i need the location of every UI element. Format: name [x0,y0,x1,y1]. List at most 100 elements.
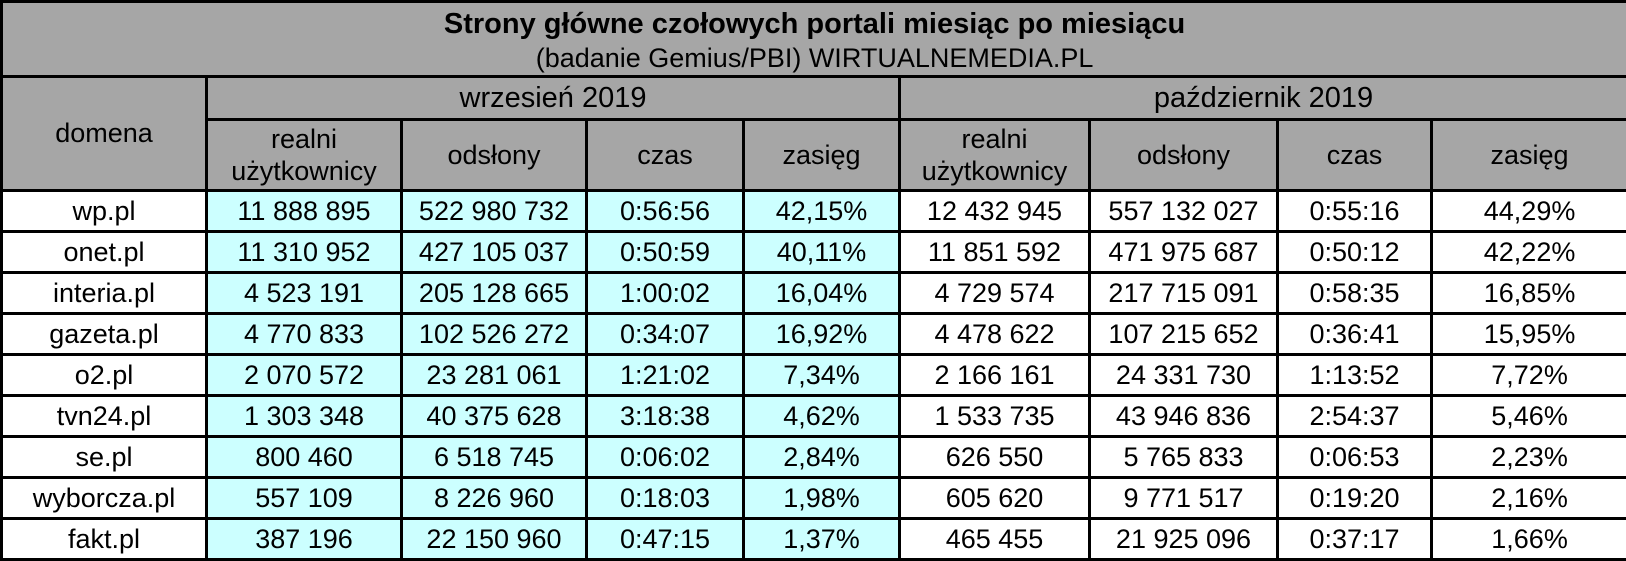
column-header-domena: domena [2,77,207,191]
value-cell-wrzesien: 40,11% [744,232,900,273]
domain-cell: tvn24.pl [2,396,207,437]
value-cell-wrzesien: 23 281 061 [402,355,587,396]
title-row: Strony główne czołowych portali miesiąc … [2,2,1626,77]
column-header-realni-uzytkownicy-wrzesien: realni użytkownicy [207,120,402,191]
column-header-realni-uzytkownicy-pazdziernik: realni użytkownicy [900,120,1090,191]
value-cell-pazdziernik: 605 620 [900,478,1090,519]
value-cell-pazdziernik: 0:50:12 [1278,232,1432,273]
domain-cell: se.pl [2,437,207,478]
value-cell-wrzesien: 8 226 960 [402,478,587,519]
column-header-czas-pazdziernik: czas [1278,120,1432,191]
value-cell-pazdziernik: 107 215 652 [1090,314,1278,355]
value-cell-wrzesien: 4,62% [744,396,900,437]
value-cell-pazdziernik: 5,46% [1432,396,1626,437]
value-cell-pazdziernik: 9 771 517 [1090,478,1278,519]
value-cell-wrzesien: 7,34% [744,355,900,396]
domain-cell: interia.pl [2,273,207,314]
value-cell-wrzesien: 2 070 572 [207,355,402,396]
value-cell-wrzesien: 1:00:02 [587,273,744,314]
value-cell-wrzesien: 1 303 348 [207,396,402,437]
value-cell-wrzesien: 22 150 960 [402,519,587,560]
domain-cell: gazeta.pl [2,314,207,355]
value-cell-pazdziernik: 44,29% [1432,191,1626,232]
value-cell-pazdziernik: 4 478 622 [900,314,1090,355]
column-header-zasieg-wrzesien: zasięg [744,120,900,191]
value-cell-wrzesien: 16,04% [744,273,900,314]
value-cell-wrzesien: 2,84% [744,437,900,478]
value-cell-wrzesien: 0:56:56 [587,191,744,232]
value-cell-pazdziernik: 4 729 574 [900,273,1090,314]
value-cell-wrzesien: 1,37% [744,519,900,560]
value-cell-wrzesien: 1:21:02 [587,355,744,396]
value-cell-pazdziernik: 12 432 945 [900,191,1090,232]
column-header-odslony-pazdziernik: odsłony [1090,120,1278,191]
value-cell-pazdziernik: 0:19:20 [1278,478,1432,519]
value-cell-wrzesien: 102 526 272 [402,314,587,355]
value-cell-pazdziernik: 217 715 091 [1090,273,1278,314]
domain-cell: onet.pl [2,232,207,273]
value-cell-wrzesien: 522 980 732 [402,191,587,232]
column-header-czas-wrzesien: czas [587,120,744,191]
domain-cell: o2.pl [2,355,207,396]
value-cell-wrzesien: 1,98% [744,478,900,519]
value-cell-pazdziernik: 626 550 [900,437,1090,478]
domain-cell: wyborcza.pl [2,478,207,519]
value-cell-wrzesien: 557 109 [207,478,402,519]
value-cell-wrzesien: 11 310 952 [207,232,402,273]
value-cell-pazdziernik: 15,95% [1432,314,1626,355]
column-header-odslony-wrzesien: odsłony [402,120,587,191]
value-cell-wrzesien: 42,15% [744,191,900,232]
value-cell-pazdziernik: 1:13:52 [1278,355,1432,396]
value-cell-wrzesien: 427 105 037 [402,232,587,273]
value-cell-wrzesien: 0:18:03 [587,478,744,519]
value-cell-pazdziernik: 16,85% [1432,273,1626,314]
value-cell-pazdziernik: 0:06:53 [1278,437,1432,478]
value-cell-pazdziernik: 465 455 [900,519,1090,560]
group-header-pazdziernik-2019: październik 2019 [900,77,1626,120]
value-cell-wrzesien: 4 770 833 [207,314,402,355]
value-cell-pazdziernik: 2 166 161 [900,355,1090,396]
value-cell-pazdziernik: 557 132 027 [1090,191,1278,232]
value-cell-wrzesien: 0:50:59 [587,232,744,273]
group-header-wrzesien-2019: wrzesień 2019 [207,77,900,120]
value-cell-pazdziernik: 43 946 836 [1090,396,1278,437]
table-title: Strony główne czołowych portali miesiąc … [7,5,1622,43]
value-cell-pazdziernik: 471 975 687 [1090,232,1278,273]
value-cell-wrzesien: 0:34:07 [587,314,744,355]
value-cell-pazdziernik: 1,66% [1432,519,1626,560]
group-header-row: domena wrzesień 2019 październik 2019 [2,77,1626,120]
value-cell-wrzesien: 205 128 665 [402,273,587,314]
value-cell-wrzesien: 11 888 895 [207,191,402,232]
value-cell-wrzesien: 0:06:02 [587,437,744,478]
value-cell-pazdziernik: 2:54:37 [1278,396,1432,437]
value-cell-wrzesien: 16,92% [744,314,900,355]
value-cell-pazdziernik: 11 851 592 [900,232,1090,273]
value-cell-wrzesien: 800 460 [207,437,402,478]
value-cell-pazdziernik: 24 331 730 [1090,355,1278,396]
value-cell-pazdziernik: 21 925 096 [1090,519,1278,560]
value-cell-wrzesien: 387 196 [207,519,402,560]
value-cell-pazdziernik: 2,23% [1432,437,1626,478]
value-cell-pazdziernik: 2,16% [1432,478,1626,519]
value-cell-wrzesien: 0:47:15 [587,519,744,560]
value-cell-wrzesien: 3:18:38 [587,396,744,437]
table-title-block: Strony główne czołowych portali miesiąc … [2,2,1626,77]
value-cell-pazdziernik: 1 533 735 [900,396,1090,437]
value-cell-pazdziernik: 7,72% [1432,355,1626,396]
value-cell-wrzesien: 40 375 628 [402,396,587,437]
column-header-zasieg-pazdziernik: zasięg [1432,120,1626,191]
value-cell-pazdziernik: 0:55:16 [1278,191,1432,232]
value-cell-pazdziernik: 42,22% [1432,232,1626,273]
value-cell-pazdziernik: 0:37:17 [1278,519,1432,560]
